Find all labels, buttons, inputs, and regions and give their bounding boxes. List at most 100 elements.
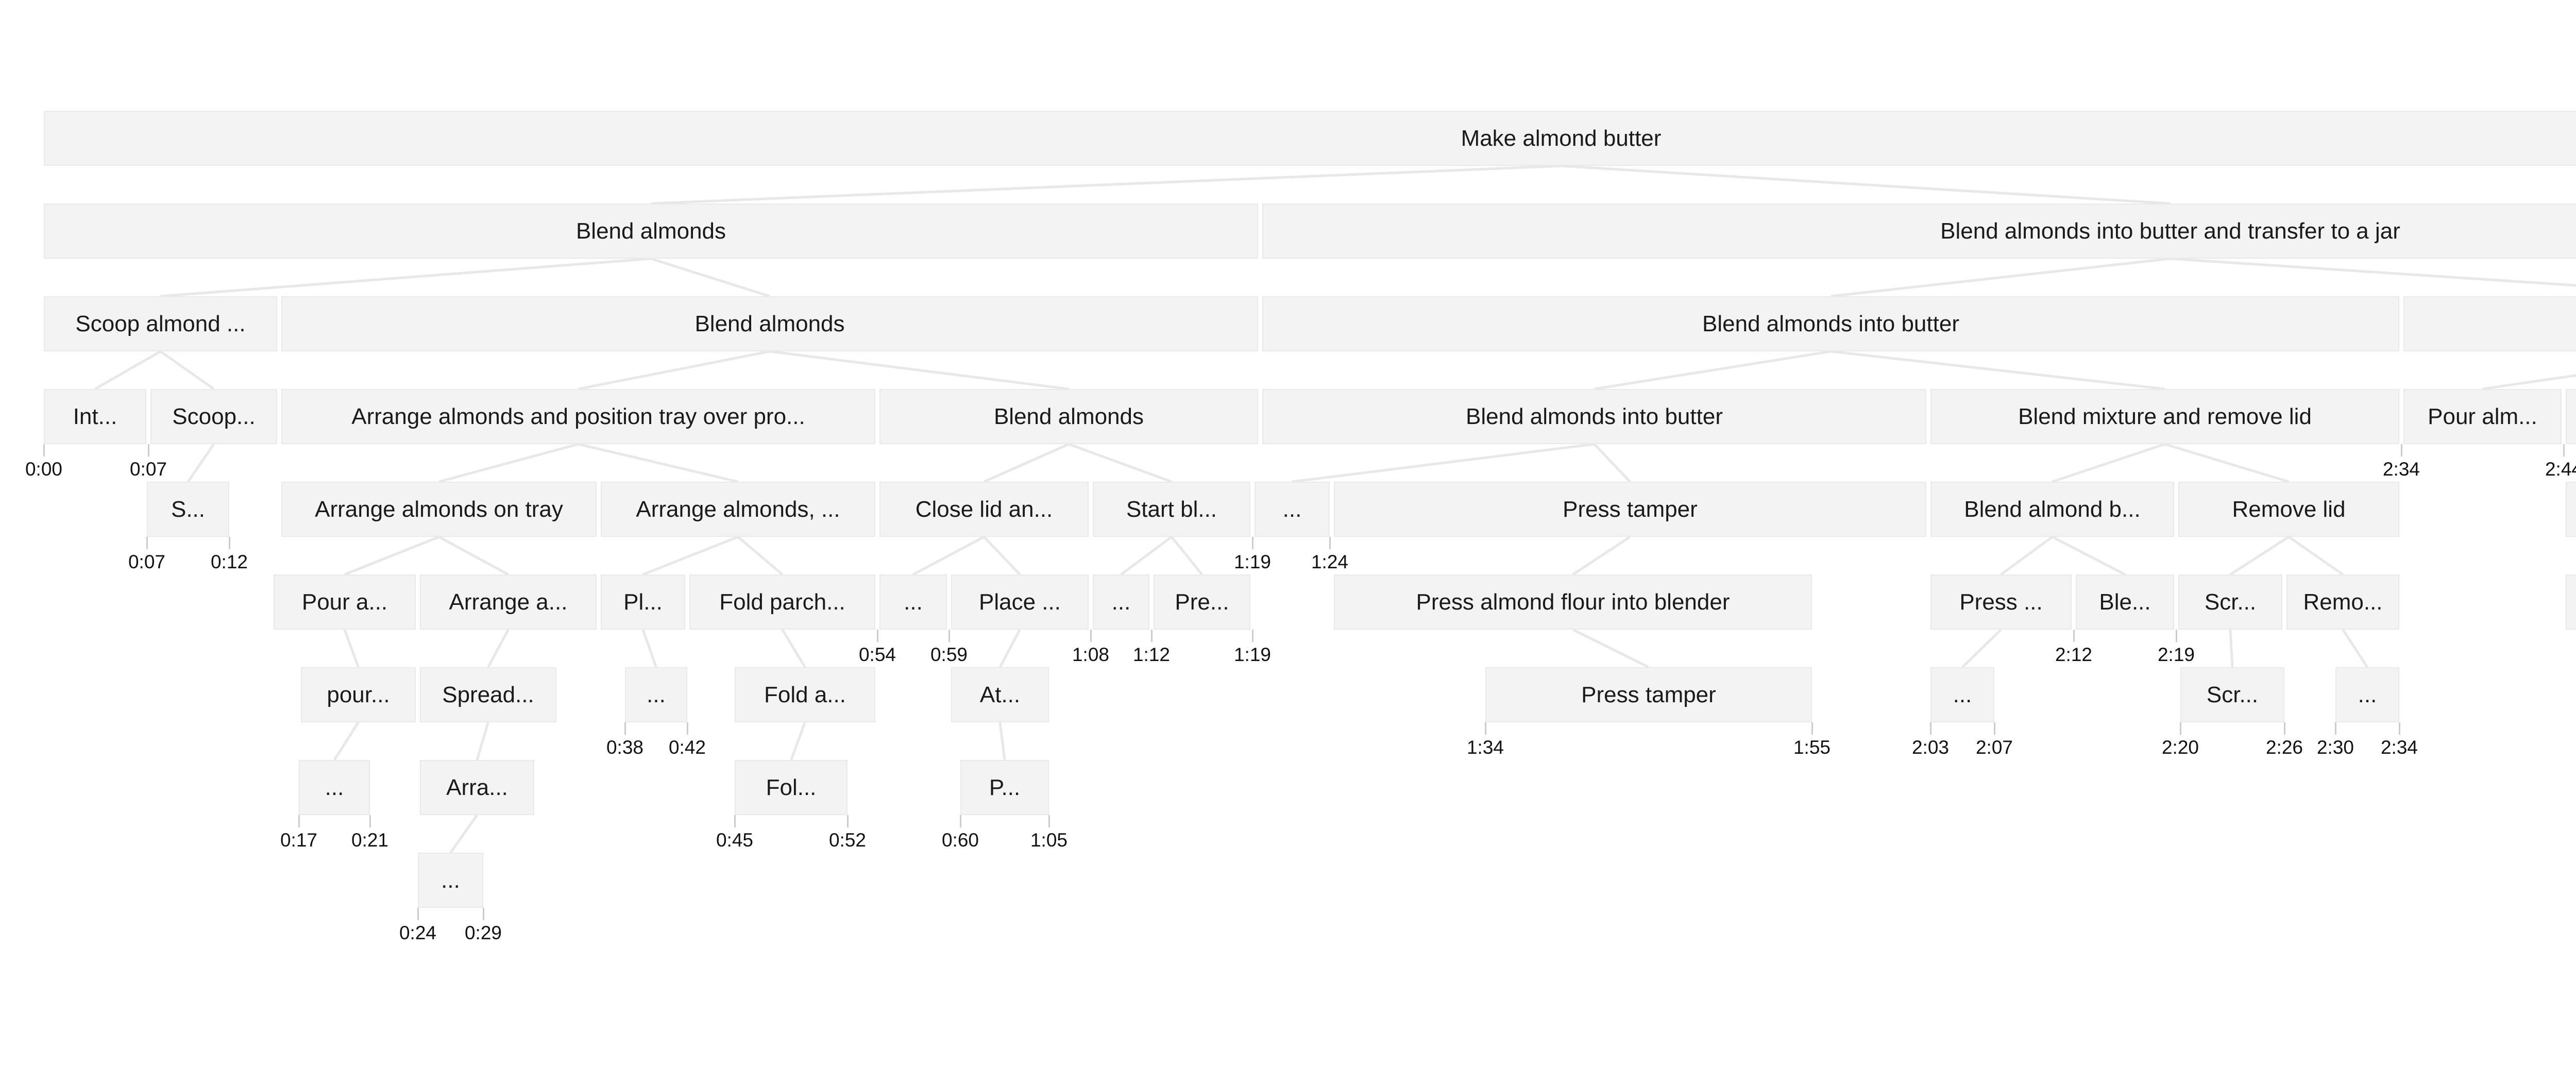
tree-node[interactable]: ...	[625, 667, 687, 722]
timestamp-tick	[2073, 630, 2075, 642]
tree-node[interactable]: P...	[960, 760, 1049, 815]
tree-node[interactable]: Arrange a...	[420, 574, 597, 630]
tree-node[interactable]: Pre...	[1154, 574, 1250, 630]
timestamp-label: 1:05	[1030, 830, 1067, 851]
tree-edge	[769, 350, 1069, 391]
tree-edge	[2000, 535, 2053, 576]
tree-node[interactable]: Fill and seal a jar	[2566, 389, 2576, 444]
timestamp-label: 2:12	[2055, 644, 2092, 665]
tree-node[interactable]: Arra...	[420, 760, 534, 815]
tree-edge	[449, 814, 479, 854]
tree-edge	[1961, 629, 2002, 668]
tree-node[interactable]: Blend almond b...	[1930, 482, 2174, 537]
tree-node[interactable]: Pour alm...	[2403, 389, 2562, 444]
tree-edge	[2482, 374, 2576, 391]
tree-node[interactable]: Transfer almond butter	[2566, 482, 2576, 537]
tree-node[interactable]: Press tamper	[1485, 667, 1812, 722]
timestamp-label: 1:55	[1793, 737, 1831, 758]
timestamp-label: 1:19	[1233, 644, 1271, 665]
tree-edge	[983, 443, 1070, 483]
tree-node[interactable]: Press tamper	[1334, 482, 1926, 537]
tree-edge	[2170, 257, 2576, 287]
tree-node[interactable]: Blend almonds into butter	[1262, 296, 2399, 351]
tree-edge	[578, 443, 739, 483]
timestamp-label: 2:20	[2161, 737, 2199, 758]
tree-node[interactable]: Scr...	[2178, 574, 2282, 630]
timestamp-tick	[1150, 630, 1153, 642]
tree-node[interactable]: ...	[418, 853, 483, 908]
tree-edge	[2288, 535, 2344, 576]
timestamp-label: 1:34	[1466, 737, 1504, 758]
tree-node[interactable]: ...	[299, 760, 370, 815]
tree-node[interactable]: Scoop almond ...	[44, 296, 277, 351]
tree-node[interactable]: Start bl...	[1093, 482, 1250, 537]
timestamp-label: 1:19	[1233, 551, 1271, 572]
tree-node[interactable]: ...	[1093, 574, 1149, 630]
tree-node[interactable]: Scoop...	[150, 389, 277, 444]
tree-node[interactable]: pour...	[301, 667, 416, 722]
tree-node[interactable]: Fol...	[735, 760, 848, 815]
timestamp-label: 0:29	[464, 922, 502, 943]
tree-node[interactable]: Arrange almonds on tray	[281, 482, 597, 537]
tree-node[interactable]: Arrange almonds, ...	[601, 482, 875, 537]
tree-node[interactable]: Blend almonds	[281, 296, 1258, 351]
tree-node[interactable]: Spread...	[420, 667, 556, 722]
tree-edge	[1831, 257, 2171, 298]
timestamp-tick	[2400, 444, 2402, 456]
tree-node[interactable]: ...	[2335, 667, 2399, 722]
tree-edge	[1594, 350, 1831, 391]
tree-edge	[781, 629, 806, 668]
tree-node[interactable]: Fold parch...	[689, 574, 875, 630]
tree-edge	[438, 535, 509, 576]
tree-node[interactable]: Press ...	[1930, 574, 2072, 630]
timestamp-tick	[1048, 815, 1050, 827]
tree-node[interactable]: Press almond flour into blender	[1334, 574, 1812, 630]
tree-edge	[2052, 443, 2165, 483]
timestamp-tick	[2175, 630, 2177, 642]
tree-node[interactable]: Pour a...	[274, 574, 416, 630]
timestamp-label: 0:54	[858, 644, 896, 665]
tree-edge	[912, 535, 985, 576]
tree-node[interactable]: Arrange almonds and position tray over p…	[281, 389, 875, 444]
tree-node[interactable]: Pl...	[601, 574, 685, 630]
tree-node[interactable]: Blend almonds into butter and transfer t…	[1262, 204, 2576, 259]
tree-node[interactable]: At...	[951, 667, 1049, 722]
tree-edge	[343, 629, 360, 668]
tree-node[interactable]: Pour almond b...	[2566, 574, 2576, 630]
tree-edge	[650, 257, 770, 298]
timestamp-label: 0:17	[280, 830, 317, 851]
timestamp-tick	[1993, 722, 1995, 735]
tree-node[interactable]: ...	[1930, 667, 1994, 722]
timestamp-tick	[1929, 722, 1931, 735]
tree-edge	[642, 535, 739, 576]
timestamp-label: 0:07	[128, 551, 165, 572]
tree-node[interactable]: ...	[879, 574, 947, 630]
tree-node[interactable]: ...	[1255, 482, 1330, 537]
timestamp-tick	[1811, 722, 1813, 735]
timestamp-label: 0:42	[668, 737, 706, 758]
tree-node[interactable]: Blend almonds	[879, 389, 1258, 444]
tree-node[interactable]: Int...	[44, 389, 146, 444]
tree-node[interactable]: Place ...	[951, 574, 1089, 630]
tree-edge	[160, 350, 215, 391]
tree-node[interactable]: Blend mixture and remove lid	[1930, 389, 2399, 444]
tree-node[interactable]: Remove lid	[2178, 482, 2399, 537]
timestamp-label: 2:30	[2316, 737, 2354, 758]
timestamp-tick	[959, 815, 961, 827]
tree-node[interactable]: Close lid an...	[879, 482, 1089, 537]
tree-node[interactable]: Blend almonds	[44, 204, 1258, 259]
tree-node[interactable]: Transfer almond butter to a jar	[2403, 296, 2576, 351]
tree-node[interactable]: Remo...	[2286, 574, 2399, 630]
tree-node[interactable]: Scr...	[2180, 667, 2284, 722]
timestamp-label: 0:21	[351, 830, 388, 851]
tree-edge	[737, 536, 784, 576]
timestamp-label: 1:24	[1311, 551, 1348, 572]
tree-edge	[641, 629, 657, 668]
tree-node[interactable]: Blend almonds into butter	[1262, 389, 1926, 444]
tree-node[interactable]: Fold a...	[735, 667, 875, 722]
tree-node[interactable]: Ble...	[2076, 574, 2174, 630]
tree-edge	[1068, 443, 1172, 483]
tree-node[interactable]: S...	[147, 482, 229, 537]
timestamp-tick	[2179, 722, 2181, 735]
tree-node[interactable]: Make almond butter	[44, 111, 2576, 166]
